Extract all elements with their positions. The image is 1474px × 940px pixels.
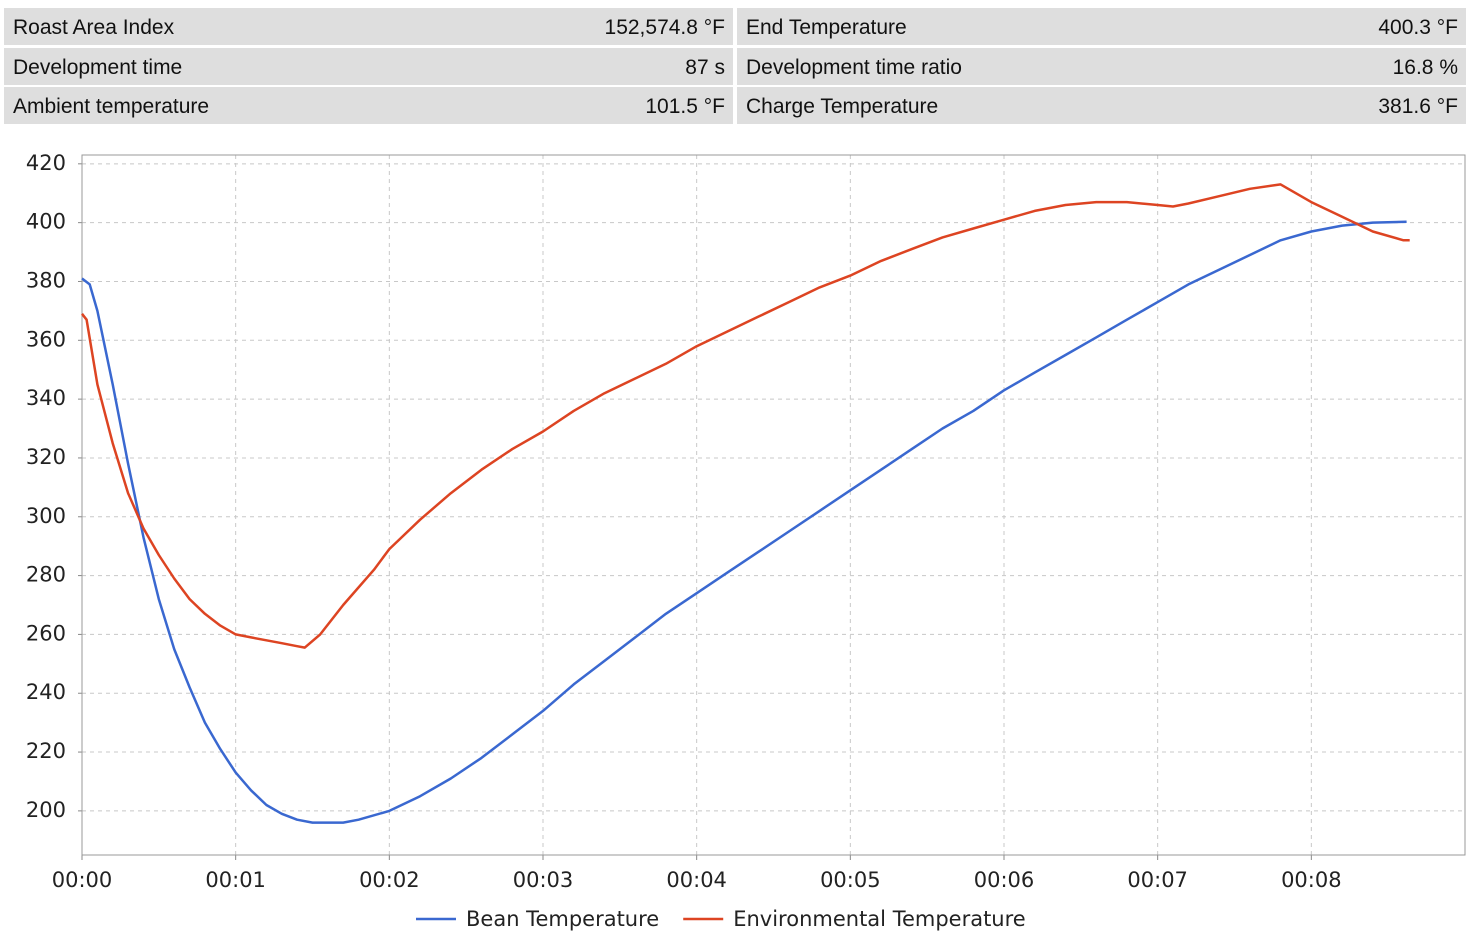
y-tick-label: 420 bbox=[26, 151, 66, 175]
series-line bbox=[81, 220, 1407, 824]
y-tick-label: 280 bbox=[26, 563, 66, 587]
stat-value: 400.3 °F bbox=[1378, 16, 1458, 39]
y-tick-label: 300 bbox=[26, 504, 66, 528]
stat-value: 16.8 % bbox=[1392, 55, 1458, 79]
legend-label: Environmental Temperature bbox=[733, 907, 1026, 931]
stat-label: Charge Temperature bbox=[746, 95, 939, 118]
y-tick-label: 200 bbox=[26, 798, 66, 822]
plot-frame bbox=[81, 154, 1466, 856]
y-tick-label: 380 bbox=[26, 268, 66, 292]
y-tick-label: 220 bbox=[26, 739, 66, 763]
stat-cell: Charge Temperature 381.6 °F bbox=[737, 87, 1466, 124]
stat-cell: Roast Area Index 152,574.8 °F bbox=[4, 8, 733, 45]
stat-cell: Ambient temperature 101.5 °F bbox=[4, 87, 733, 124]
stat-value: 87 s bbox=[685, 55, 725, 79]
stat-label: Ambient temperature bbox=[13, 95, 210, 118]
series-line bbox=[81, 183, 1410, 649]
x-tick-label: 00:02 bbox=[359, 868, 420, 892]
y-tick-label: 260 bbox=[26, 621, 66, 645]
stat-label: Development time bbox=[13, 55, 183, 79]
stat-cell: Development time 87 s bbox=[4, 47, 733, 85]
x-tick-label: 00:00 bbox=[52, 868, 113, 892]
stat-value: 101.5 °F bbox=[645, 95, 725, 118]
x-tick-label: 00:03 bbox=[513, 868, 574, 892]
x-tick-label: 00:05 bbox=[820, 868, 881, 892]
stat-value: 152,574.8 °F bbox=[604, 16, 725, 39]
x-tick-label: 00:08 bbox=[1281, 868, 1342, 892]
y-tick-label: 400 bbox=[26, 210, 66, 234]
stat-label: End Temperature bbox=[746, 16, 907, 39]
stat-value: 381.6 °F bbox=[1378, 95, 1458, 118]
y-tick-label: 340 bbox=[26, 386, 66, 410]
y-tick-label: 240 bbox=[26, 680, 66, 704]
legend-label: Bean Temperature bbox=[466, 907, 659, 931]
y-tick-label: 360 bbox=[26, 327, 66, 351]
x-tick-label: 00:06 bbox=[974, 868, 1035, 892]
stat-cell: Development time ratio 16.8 % bbox=[737, 47, 1466, 85]
y-tick-label: 320 bbox=[26, 445, 66, 469]
x-tick-label: 00:07 bbox=[1127, 868, 1188, 892]
stat-label: Development time ratio bbox=[746, 55, 962, 79]
x-tick-label: 00:01 bbox=[205, 868, 266, 892]
stat-label: Roast Area Index bbox=[13, 16, 175, 39]
stat-cell: End Temperature 400.3 °F bbox=[737, 8, 1466, 45]
x-tick-label: 00:04 bbox=[666, 868, 727, 892]
